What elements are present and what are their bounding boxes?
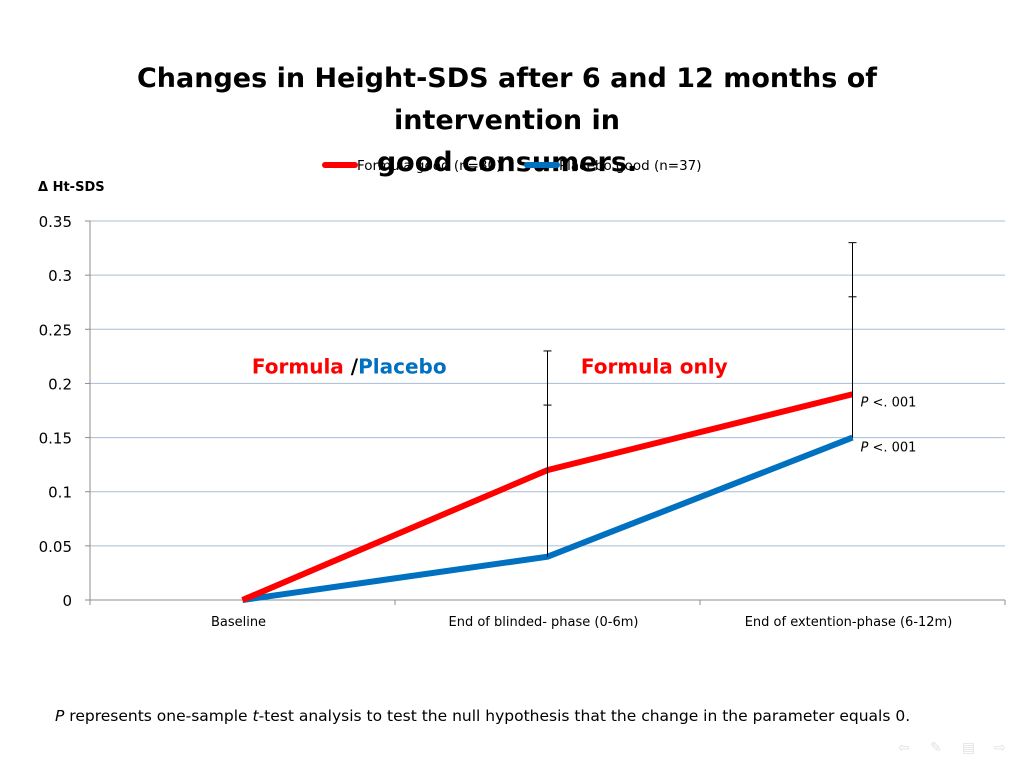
y-tick-label: 0.3	[48, 267, 72, 285]
annotation-part: Formula only	[581, 354, 728, 378]
legend: Formula good (n=30) Placebo good (n=37)	[322, 158, 702, 174]
legend-label: Placebo good (n=37)	[559, 158, 702, 174]
p-value-text: <. 001	[868, 395, 916, 410]
footnote-text-2: -test analysis to test the null hypothes…	[258, 707, 911, 725]
arrow-right-icon[interactable]: ⇨	[994, 740, 1006, 756]
footnote: P represents one-sample t-test analysis …	[55, 707, 910, 725]
y-tick-label: 0	[62, 592, 72, 610]
p-italic: P	[861, 441, 869, 456]
footnote-text-1: represents one-sample	[64, 707, 253, 725]
annotation-part: Formula	[252, 354, 351, 378]
menu-icon[interactable]: ▤	[962, 740, 976, 756]
y-axis-label: Δ Ht-SDS	[38, 180, 105, 195]
pen-icon[interactable]: ✎	[930, 740, 942, 756]
footnote-p-label: P	[55, 707, 65, 725]
x-tick-labels: Baseline End of blinded- phase (0-6m) End …	[211, 615, 952, 630]
error-bars	[543, 242, 857, 557]
p-italic: P	[861, 395, 869, 410]
p-value-text: <. 001	[868, 441, 916, 456]
line-chart: 0 0.05 0.1 0.15 0.2 0.25 0.3 0.35 Baseline End o…	[38, 158, 1006, 630]
y-tick-label: 0.15	[39, 430, 72, 448]
y-tick-label: 0.05	[39, 538, 72, 556]
x-tick-label: End of blinded- phase (0-6m)	[449, 615, 639, 630]
phase-annotation: Formula /Placebo	[252, 354, 447, 378]
x-tick-label: End of extention-phase (6-12m)	[745, 615, 953, 630]
y-tick-label: 0.1	[48, 484, 72, 502]
slide-navigation: ⇦ ✎ ▤ ⇨	[898, 738, 1014, 758]
annotation-part: Placebo	[358, 354, 447, 378]
p-value-annotation: P <. 001	[861, 441, 917, 456]
p-value-annotation: P <. 001	[861, 395, 917, 410]
footnote-t-label: t	[252, 707, 259, 725]
phase-annotation: Formula only	[581, 354, 728, 378]
arrow-left-icon[interactable]: ⇦	[898, 740, 910, 756]
y-tick-label: 0.25	[39, 321, 72, 339]
axes	[85, 220, 1006, 605]
slide-title: Changes in Height-SDS after 6 and 12 mon…	[136, 63, 878, 178]
y-tick-labels: 0 0.05 0.1 0.15 0.2 0.25 0.3 0.35	[39, 213, 72, 610]
x-tick-label: Baseline	[211, 615, 266, 630]
legend-label: Formula good (n=30)	[357, 158, 501, 174]
annotation-part: /	[351, 354, 359, 378]
y-tick-label: 0.35	[39, 213, 72, 231]
y-tick-label: 0.2	[48, 375, 72, 393]
